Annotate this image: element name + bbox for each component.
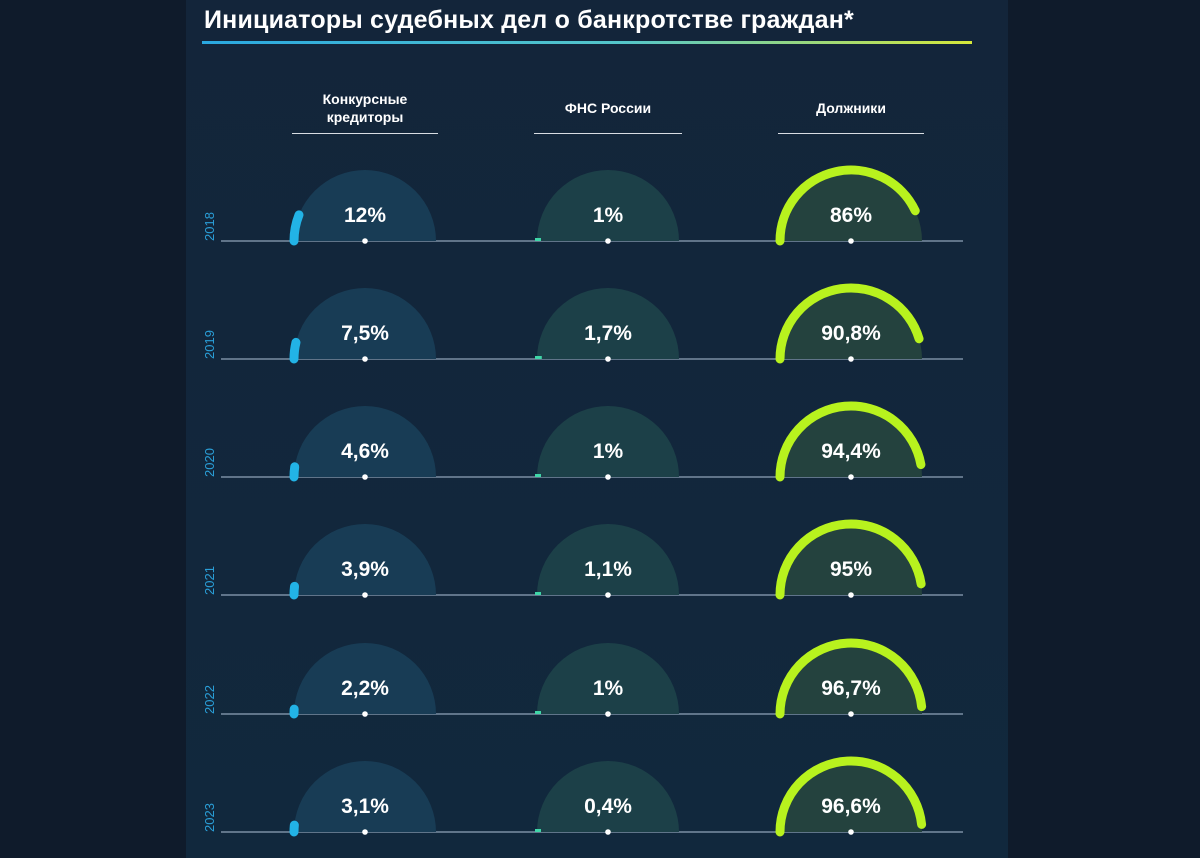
- gauge-value-arc: [535, 711, 541, 714]
- column-rule-creditors: [292, 133, 438, 134]
- gauge-track: [294, 288, 436, 359]
- gauge-track: [537, 406, 679, 477]
- gauge-center-dot: [605, 356, 611, 362]
- gauge-value-label: 4,6%: [341, 440, 389, 463]
- title-underline: [202, 41, 972, 44]
- gauge-value-label: 86%: [830, 204, 872, 227]
- gauge-value-label: 96,7%: [821, 677, 881, 700]
- column-rule-fns: [534, 133, 682, 134]
- gauge-track: [780, 406, 922, 477]
- gauge-value-label: 1,1%: [584, 558, 632, 581]
- gauge-value-arc: [535, 829, 541, 832]
- gauge-center-dot: [605, 592, 611, 598]
- gauge-track: [537, 643, 679, 714]
- column-header-fns: ФНС России: [564, 100, 652, 116]
- gauge-value-label: 96,6%: [821, 795, 881, 818]
- gauge-center-dot: [362, 829, 368, 835]
- column-header-creditors: Конкурсные кредиторы: [322, 91, 408, 125]
- gauge-center-dot: [848, 474, 854, 480]
- gauge-value-arc: [775, 638, 927, 719]
- gauge-center-dot: [848, 592, 854, 598]
- gauge-track: [294, 761, 436, 832]
- gauge-value-arc: [535, 474, 541, 477]
- gauge-center-dot: [605, 238, 611, 244]
- gauge-value-label: 95%: [830, 558, 872, 581]
- gauge-track: [537, 288, 679, 359]
- gauge-value-arc: [775, 283, 924, 364]
- gauge-track: [294, 524, 436, 595]
- year-label: 2021: [202, 566, 217, 595]
- gauge-track: [294, 643, 436, 714]
- year-label: 2020: [202, 448, 217, 477]
- gauge-value-arc: [535, 356, 542, 359]
- gauge-center-dot: [362, 356, 368, 362]
- gauge-value-label: 12%: [344, 204, 386, 227]
- gauge-value-arc: [289, 337, 301, 364]
- gauge-track: [537, 170, 679, 241]
- gauge-track: [780, 524, 922, 595]
- gauge-value-label: 7,5%: [341, 322, 389, 345]
- gauge-value-label: 1%: [593, 440, 624, 463]
- gauge-center-dot: [362, 238, 368, 244]
- gauge-value-arc: [775, 519, 926, 600]
- gauge-center-dot: [362, 592, 368, 598]
- gauge-track: [537, 761, 679, 832]
- gauge-value-arc: [535, 238, 541, 241]
- gauge-value-label: 2,2%: [341, 677, 389, 700]
- gauge-value-arc: [775, 756, 927, 837]
- gauge-center-dot: [848, 711, 854, 717]
- gauge-value-arc: [775, 401, 926, 482]
- gauge-value-arc: [289, 462, 300, 482]
- gauge-value-label: 90,8%: [821, 322, 881, 345]
- year-label: 2019: [202, 330, 217, 359]
- gauge-center-dot: [848, 238, 854, 244]
- gauge-value-label: 1%: [593, 204, 624, 227]
- gauge-center-dot: [605, 474, 611, 480]
- gauge-value-label: 3,9%: [341, 558, 389, 581]
- gauge-center-dot: [605, 829, 611, 835]
- gauge-track: [780, 643, 922, 714]
- gauge-value-arc: [289, 581, 300, 600]
- gauge-value-label: 1%: [593, 677, 624, 700]
- gauge-track: [780, 170, 922, 241]
- gauge-center-dot: [362, 711, 368, 717]
- column-rule-debtors: [778, 133, 924, 134]
- gauge-track: [780, 761, 922, 832]
- gauge-track: [780, 288, 922, 359]
- column-header-debtors: Должники: [816, 100, 886, 116]
- gauge-center-dot: [848, 829, 854, 835]
- year-label: 2023: [202, 803, 217, 832]
- gauge-track: [294, 406, 436, 477]
- gauge-value-label: 3,1%: [341, 795, 389, 818]
- gauge-value-label: 1,7%: [584, 322, 632, 345]
- gauge-value-label: 0,4%: [584, 795, 632, 818]
- gauge-value-label: 94,4%: [821, 440, 881, 463]
- chart-title: Инициаторы судебных дел о банкротстве гр…: [204, 6, 854, 34]
- gauge-value-arc: [289, 210, 304, 246]
- year-label: 2018: [202, 212, 217, 241]
- gauge-track: [537, 524, 679, 595]
- gauge-center-dot: [362, 474, 368, 480]
- gauge-value-arc: [775, 165, 920, 246]
- gauge-value-arc: [535, 592, 541, 595]
- year-label: 2022: [202, 685, 217, 714]
- gauge-center-dot: [605, 711, 611, 717]
- gauge-center-dot: [848, 356, 854, 362]
- gauge-track: [294, 170, 436, 241]
